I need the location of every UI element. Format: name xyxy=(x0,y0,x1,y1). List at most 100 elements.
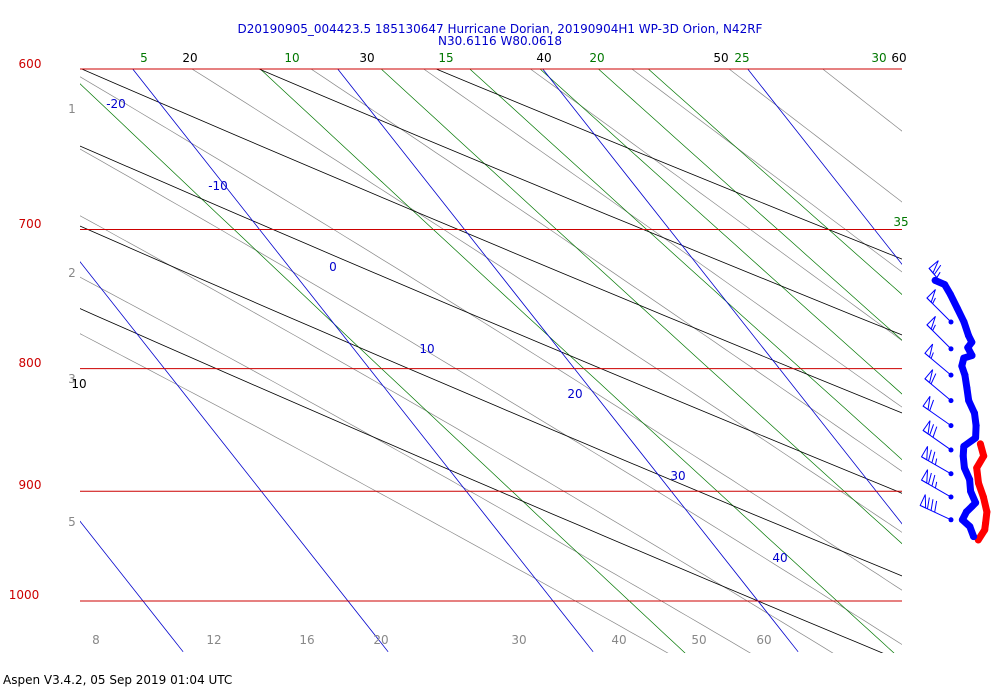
mixing-ratio-label-20: 20 xyxy=(589,51,604,65)
sounding-point-1-12 xyxy=(972,422,980,430)
sounding-point-0-7 xyxy=(980,452,988,460)
sounding-point-1-17 xyxy=(958,362,966,370)
wind-barb-half-7 xyxy=(934,458,938,465)
wind-barb-pennant-5 xyxy=(922,395,931,411)
sounding-point-1-18 xyxy=(960,354,968,362)
sounding-point-1-24 xyxy=(953,304,961,312)
chart-title-line-1: D20190905_004423.5 185130647 Hurricane D… xyxy=(238,22,763,36)
moist-adiabat-36 xyxy=(529,69,902,341)
wind-barb-0 xyxy=(928,260,954,297)
wind-barb-flag-9 xyxy=(930,499,934,511)
sounding-point-1-0 xyxy=(970,533,978,541)
dry-adiabat-40 xyxy=(80,69,902,414)
dry-adiabat-20 xyxy=(80,225,902,577)
isotherm-label-40: 40 xyxy=(772,551,787,565)
bottom-axis-label-60: 60 xyxy=(756,633,771,647)
dry-adiabat-60 xyxy=(435,69,902,260)
moist-adiabat-32 xyxy=(423,69,902,408)
wind-barb-pennant-8 xyxy=(920,469,929,484)
wind-barb-half-3 xyxy=(930,352,934,359)
isotherm-0 xyxy=(132,69,594,653)
pressure-label-700: 700 xyxy=(19,217,42,231)
bottom-axis-label-12: 12 xyxy=(206,633,221,647)
isotherms xyxy=(80,69,902,653)
wind-barb-9 xyxy=(919,494,954,523)
wind-barb-flag-4 xyxy=(930,373,937,385)
dry-adiabat-label-40: 40 xyxy=(536,51,551,65)
mixing-ratio-lines xyxy=(80,69,902,653)
dry-adiabat-label-10: 10 xyxy=(71,377,86,391)
footer-version-text: Aspen V3.4.2, 05 Sep 2019 01:04 UTC xyxy=(3,673,233,687)
wind-barb-pennant-4 xyxy=(924,369,934,384)
altitude-label-5: 5 xyxy=(68,515,76,529)
moist-adiabat-4 xyxy=(80,333,669,653)
sounding-point-1-6 xyxy=(967,487,975,495)
wind-barb-pennant-0 xyxy=(928,260,939,274)
moist-adiabat-28 xyxy=(310,69,902,472)
pressure-label-1000: 1000 xyxy=(9,588,40,602)
sounding-point-1-22 xyxy=(965,332,973,340)
isobars xyxy=(80,68,902,602)
chart-title-line-2: N30.6116 W80.0618 xyxy=(438,34,562,48)
pressure-label-900: 900 xyxy=(19,478,42,492)
sounding-point-1-1 xyxy=(966,523,974,531)
wind-barb-flag-7 xyxy=(931,451,936,463)
sounding-point-1-13 xyxy=(971,409,979,417)
pressure-label-800: 800 xyxy=(19,356,42,370)
moist-adiabat-16 xyxy=(80,148,902,645)
sounding-point-0-8 xyxy=(976,440,984,448)
mixing-ratio-label-35: 35 xyxy=(893,215,908,229)
wind-barb-3 xyxy=(924,343,954,378)
wind-barb-flag-6 xyxy=(929,424,935,436)
dry-adiabat-50 xyxy=(257,69,902,336)
dry-adiabats xyxy=(80,69,902,653)
dry-adiabat-30 xyxy=(80,145,902,494)
wind-barb-half-0 xyxy=(936,271,941,278)
wind-barb-flag-7 xyxy=(927,449,932,461)
wind-barb-flag-8 xyxy=(931,474,936,487)
sounding-point-1-20 xyxy=(964,344,972,352)
sounding-point-0-3 xyxy=(983,508,991,516)
mixing-ratio-label-10: 10 xyxy=(284,51,299,65)
sounding-point-1-5 xyxy=(972,499,980,507)
pressure-label-600: 600 xyxy=(19,57,42,71)
sounding-traces xyxy=(931,276,991,544)
bottom-axis-label-16: 16 xyxy=(299,633,314,647)
moist-adiabat-40 xyxy=(631,69,902,273)
bottom-axis-label-20: 20 xyxy=(373,633,388,647)
dry-adiabat-label-60: 60 xyxy=(891,51,906,65)
wind-barb-pennant-9 xyxy=(919,494,927,509)
sounding-point-1-8 xyxy=(960,464,968,472)
mixing-ratio-label-30: 30 xyxy=(871,51,886,65)
altitude-label-1: 1 xyxy=(68,102,76,116)
sounding-point-1-27 xyxy=(931,276,939,284)
mixing-ratio-35 xyxy=(647,69,902,295)
dry-adiabat-10 xyxy=(80,308,884,653)
isotherm-10 xyxy=(337,69,799,653)
wind-barb-pennant-7 xyxy=(920,446,929,461)
isotherm-label-20: 20 xyxy=(567,387,582,401)
sounding-series-1 xyxy=(931,276,980,541)
wind-barb-pennant-1 xyxy=(926,289,936,304)
wind-barbs xyxy=(919,260,954,523)
bottom-axis-label-50: 50 xyxy=(691,633,706,647)
sounding-point-1-11 xyxy=(972,434,980,442)
wind-barb-half-2 xyxy=(932,324,936,331)
moist-adiabat-20 xyxy=(80,76,902,591)
isotherm-30 xyxy=(747,69,902,265)
isotherm-20 xyxy=(542,69,902,525)
mixing-ratio-15 xyxy=(380,69,902,545)
isotherm-label-30: 30 xyxy=(670,469,685,483)
wind-barb-flag-9 xyxy=(926,497,930,509)
sounding-point-0-1 xyxy=(981,526,989,534)
sounding-point-0-5 xyxy=(975,479,983,487)
wind-barb-half-8 xyxy=(934,481,938,489)
sounding-point-0-6 xyxy=(973,464,981,472)
mixing-ratio-25 xyxy=(539,69,902,395)
wind-barb-2 xyxy=(926,316,954,352)
altitude-label-2: 2 xyxy=(68,266,76,280)
sounding-point-0-2 xyxy=(982,519,990,527)
wind-barb-flag-6 xyxy=(932,426,938,438)
sounding-point-1-2 xyxy=(958,516,966,524)
